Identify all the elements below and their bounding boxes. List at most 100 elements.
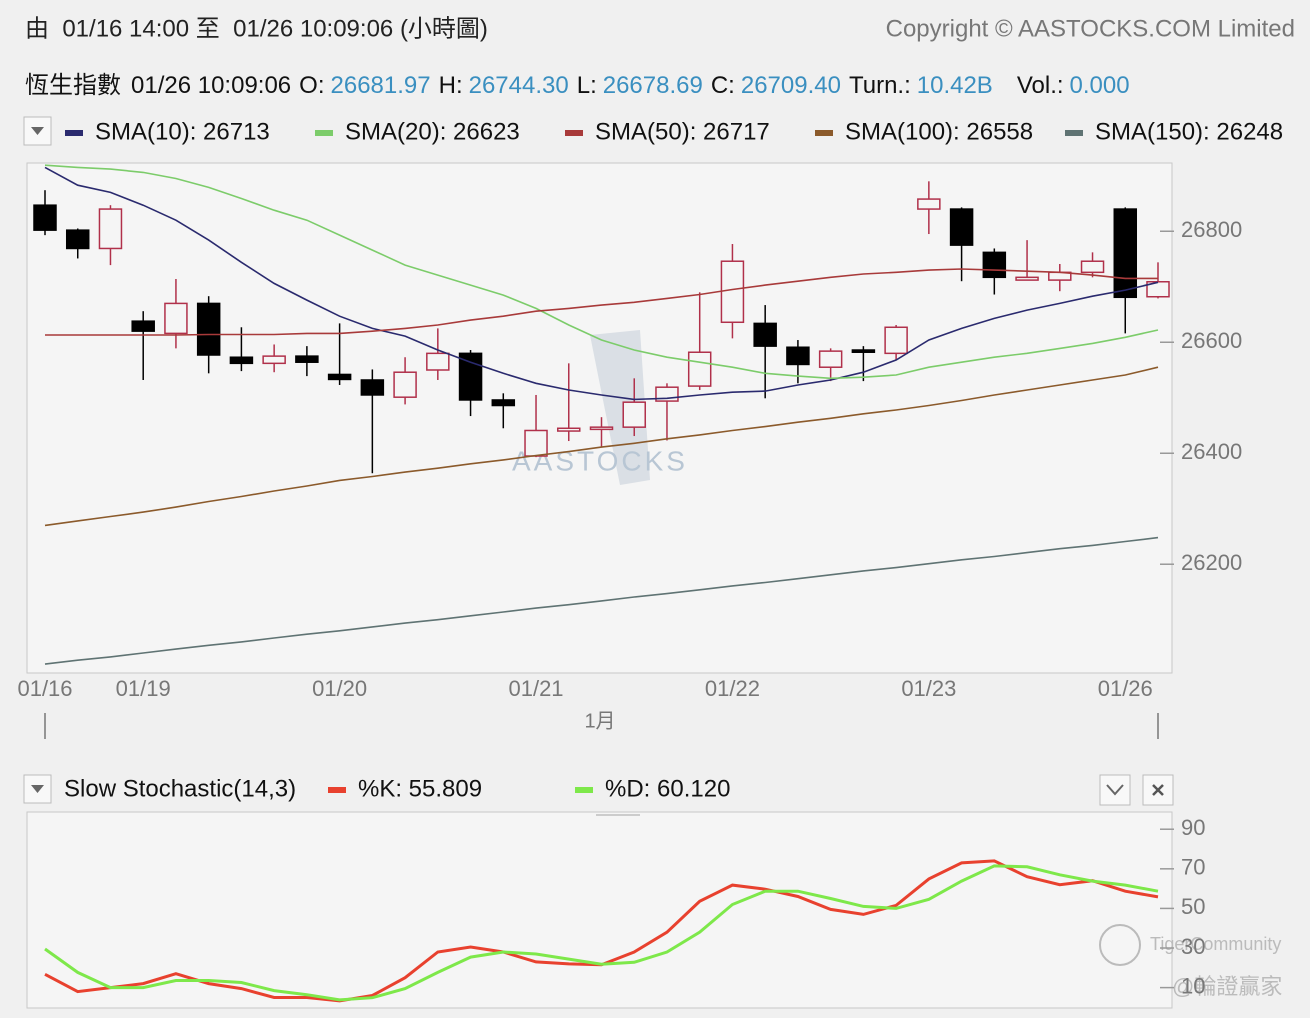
candle-body	[753, 322, 777, 347]
y-tick-label: 26800	[1181, 217, 1242, 242]
quote-time: 01/26 10:09:06	[131, 72, 291, 99]
series-line	[44, 864, 1159, 1002]
main-plot-area	[26, 162, 1173, 674]
watermark-logo	[590, 330, 650, 485]
candle-body	[458, 352, 483, 401]
close-icon	[1152, 784, 1164, 796]
x-tick-label: 01/22	[705, 676, 760, 701]
y-tick-label: 26200	[1181, 550, 1242, 575]
x-tick-label: 01/21	[508, 676, 563, 701]
field-label: C:	[711, 72, 735, 99]
y-tick-label: 26600	[1181, 328, 1242, 353]
candle-body	[589, 426, 614, 431]
field-value: 10.42B	[917, 72, 993, 99]
watermark: TigerCommunity	[1150, 934, 1281, 954]
candle-body	[949, 208, 974, 246]
quote-info: 恆生指數 01/26 10:09:06 O: 26681.97 H: 26744.30 L:…	[25, 72, 1130, 99]
x-tick-label: 01/20	[312, 676, 367, 701]
index-name: 恆生指數	[25, 72, 121, 99]
legend-label: SMA(50): 26717	[595, 118, 770, 145]
legend-label: %K: 55.809	[358, 775, 482, 802]
watermark: @輪證贏家	[1172, 974, 1282, 999]
y-tick-label: 10	[1181, 973, 1205, 998]
candle-body	[393, 371, 417, 398]
candle-body	[557, 427, 581, 432]
indicator-title: Slow Stochastic(14,3)	[64, 775, 296, 802]
candle-body	[720, 260, 745, 324]
field-value: 26678.69	[603, 72, 703, 99]
candle-body	[524, 429, 548, 457]
candle-body	[917, 198, 941, 210]
collapse-button[interactable]	[1099, 774, 1131, 806]
series-line	[44, 536, 1159, 665]
candle-body	[1146, 281, 1170, 298]
y-tick-label: 30	[1181, 934, 1205, 959]
field-value: 26744.30	[469, 72, 569, 99]
candle-body	[262, 355, 286, 365]
dropdown-arrow	[31, 127, 44, 135]
y-tick-label: 50	[1181, 894, 1205, 919]
field-label: H:	[439, 72, 463, 99]
field-label: L:	[577, 72, 597, 99]
candle-body	[65, 229, 90, 250]
candle-body	[491, 399, 516, 407]
legend-label: SMA(100): 26558	[845, 118, 1033, 145]
series-line	[45, 268, 1158, 336]
y-tick-label: 26400	[1181, 439, 1242, 464]
candle-body	[98, 208, 123, 250]
candle-body	[33, 204, 57, 231]
series-line	[44, 166, 1159, 401]
date-range: 由 01/16 14:00 至 01/26 10:09:06 (小時圖)	[25, 15, 488, 42]
field-value: 0.000	[1070, 72, 1130, 99]
watermark-logo	[1099, 924, 1141, 966]
candle-body	[229, 356, 254, 365]
series-line	[44, 164, 1159, 380]
field-label: O:	[299, 72, 324, 99]
field-value: 26681.97	[331, 72, 431, 99]
dropdown-arrow	[31, 785, 44, 793]
x-tick-label: 01/26	[1098, 676, 1153, 701]
candle-body	[818, 350, 843, 368]
x-tick-label: 01/16	[17, 676, 72, 701]
y-tick-label: 70	[1181, 855, 1205, 880]
candle-body	[164, 302, 188, 335]
field-value: 26709.40	[741, 72, 841, 99]
candle-body	[622, 401, 646, 428]
x-tick-label: 01/19	[116, 676, 171, 701]
collapse-icon	[1106, 784, 1124, 796]
y-tick-label: 90	[1181, 815, 1205, 840]
candle-body	[1080, 260, 1105, 274]
legend-label: SMA(20): 26623	[345, 118, 520, 145]
legend-swatch	[315, 130, 333, 136]
candle-body	[851, 349, 876, 353]
candle-body	[687, 351, 712, 387]
legend-label: %D: 60.120	[605, 775, 730, 802]
candle-body	[982, 251, 1007, 279]
candle-body	[1015, 276, 1039, 281]
copyright: Copyright © AASTOCKS.COM Limited	[886, 15, 1295, 42]
candle-body	[196, 302, 221, 356]
x-tick-label: 01/23	[901, 676, 956, 701]
candle-body	[786, 346, 810, 366]
series-line	[44, 366, 1159, 527]
candle-body	[327, 373, 352, 381]
legend-swatch	[565, 130, 583, 136]
legend-label: SMA(150): 26248	[1095, 118, 1283, 145]
legend-swatch	[1065, 130, 1083, 136]
legend-label: SMA(10): 26713	[95, 118, 270, 145]
candle-body	[1113, 208, 1138, 299]
month-label: 1月	[584, 710, 615, 732]
legend-swatch	[815, 130, 833, 136]
candle-body	[295, 355, 319, 363]
indicator-plot-area	[26, 811, 1173, 1009]
candle-body	[884, 326, 908, 355]
candle-body	[360, 379, 385, 396]
legend-swatch	[575, 787, 593, 793]
candle-body	[131, 320, 155, 332]
field-label: Vol.:	[1017, 72, 1064, 99]
legend-swatch	[328, 787, 346, 793]
candle-body	[426, 352, 450, 371]
field-label: Turn.:	[849, 72, 911, 99]
legend-swatch	[65, 130, 83, 136]
